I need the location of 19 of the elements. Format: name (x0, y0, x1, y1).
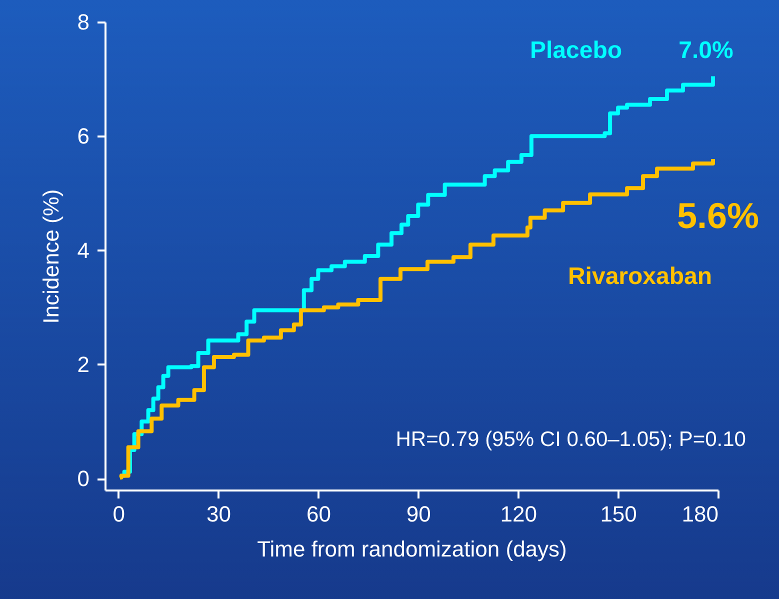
y-tick-label: 4 (77, 238, 90, 263)
x-tick-label: 150 (600, 502, 637, 526)
y-axis-title: Incidence (%) (38, 189, 64, 324)
x-tick-label: 60 (306, 502, 331, 526)
x-tick-label: 180 (682, 502, 718, 526)
x-tick-label: 0 (112, 502, 125, 526)
x-tick-label: 120 (500, 502, 537, 526)
y-tick-label: 0 (77, 466, 90, 492)
annotation: HR=0.79 (95% CI 0.60–1.05); P=0.10 (396, 428, 746, 451)
y-tick-label: 8 (77, 10, 90, 34)
y-tick-label: 6 (77, 124, 90, 149)
x-axis-title: Time from randomization (days) (257, 536, 567, 562)
x-tick-label: 30 (206, 502, 232, 526)
annotation: 7.0% (678, 37, 734, 64)
series-label: Placebo (530, 37, 622, 64)
text: Rivaroxaban (568, 262, 712, 290)
y-tick-label: 2 (77, 352, 90, 377)
annotation: 5.6% (676, 194, 760, 236)
x-tick-label: 90 (406, 502, 431, 526)
